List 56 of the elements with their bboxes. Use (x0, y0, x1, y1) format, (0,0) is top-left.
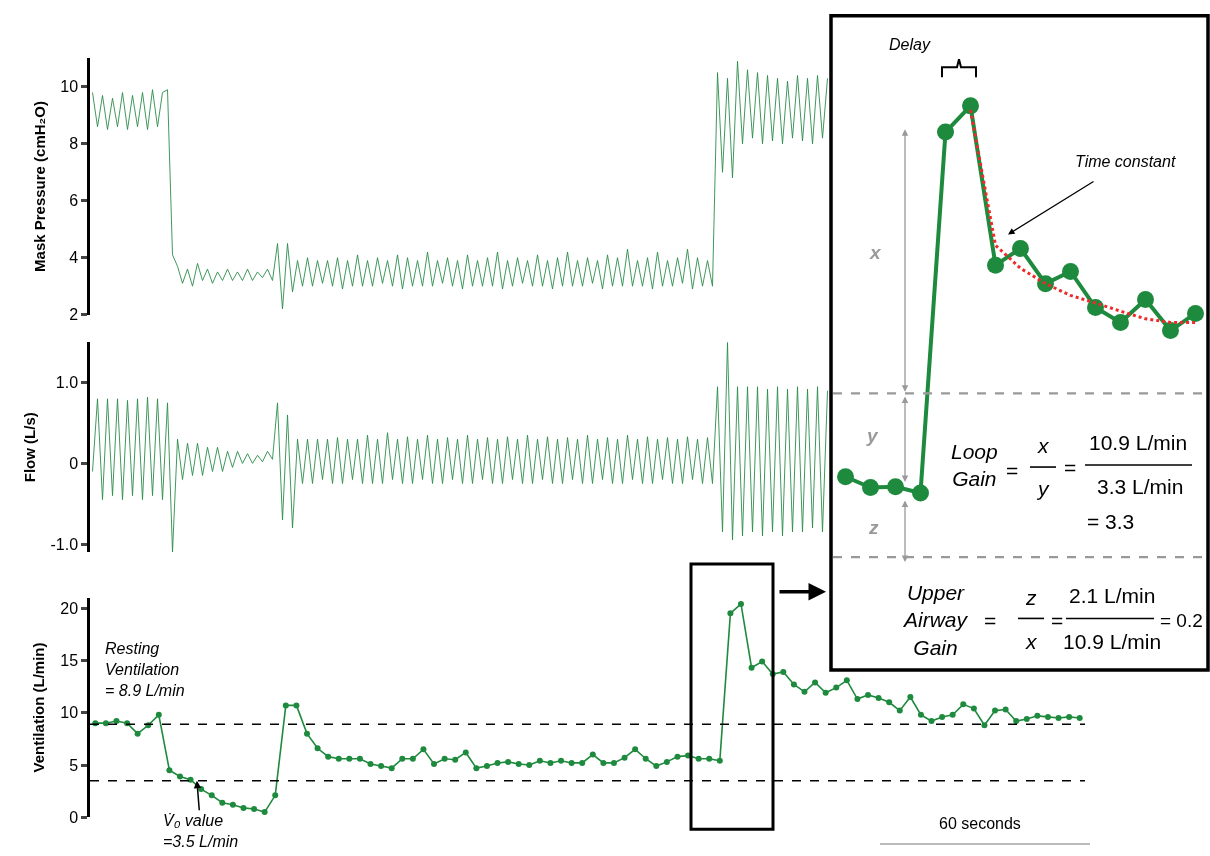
point (1062, 262, 1079, 280)
y-tick-label: 6 (69, 192, 79, 210)
point (1187, 304, 1204, 322)
text: Delay (889, 36, 931, 53)
line-series (92, 60, 828, 310)
annotation: x (1037, 434, 1050, 457)
point (937, 123, 954, 141)
y-tick-label: 2 (69, 306, 79, 324)
y-tick-label: 8 (69, 135, 79, 153)
y-tick-label: 5 (69, 756, 79, 774)
annotation: = (1006, 459, 1019, 482)
y-tick-label: 4 (69, 249, 79, 267)
y-tick-label: -1.0 (50, 535, 79, 553)
point (1012, 239, 1029, 257)
y-tick-label: 10 (60, 704, 79, 722)
annotation: = (1051, 609, 1064, 632)
annotation: 10.9 L/min (1089, 431, 1188, 454)
point (962, 97, 979, 115)
annotation: 3.3 L/min (1097, 475, 1184, 498)
annotation: Time constant (1075, 153, 1176, 170)
annotation: 2.1 L/min (1069, 584, 1156, 607)
y-axis-title: Ventilation (L/min) (30, 642, 48, 773)
y-tick-label: 20 (60, 599, 79, 617)
legend-label: V̇₀ value =3.5 L/min (163, 812, 239, 851)
y-tick-label: 10 (60, 78, 79, 96)
point (1112, 313, 1129, 331)
y-tick-label: 1.0 (55, 374, 79, 392)
annotation: z (1025, 586, 1037, 609)
line-series (92, 342, 828, 553)
point (887, 478, 904, 496)
annotation: 60 seconds (939, 815, 1021, 832)
annotation: y (866, 425, 879, 446)
y-axis-title: Flow (L/s) (20, 412, 38, 483)
y-tick-label: 0 (69, 454, 79, 472)
y-axis-title: Mask Pressure (cmH₂O) (30, 101, 48, 272)
annotation: x (1025, 630, 1038, 653)
annotation: Upper Airway Gain (902, 581, 969, 659)
annotation: y (1036, 477, 1050, 500)
ref-line-label: Resting Ventilation = 8.9 L/min (105, 640, 185, 699)
point (1137, 290, 1154, 308)
annotation: Loop Gain (951, 440, 998, 491)
point (862, 479, 879, 497)
annotation: x (869, 242, 882, 263)
y-tick-label: 15 (60, 652, 79, 670)
text: = 0.2 (1160, 610, 1203, 631)
point (1162, 322, 1179, 340)
annotation: = (984, 609, 997, 632)
point (987, 256, 1004, 274)
point (912, 484, 929, 502)
annotation: = 3.3 (1087, 510, 1135, 533)
note-arrow-reference-label: V̇₀ value =3.5 L/min (163, 779, 239, 851)
point (837, 468, 854, 486)
y-tick-label: 0 (69, 808, 79, 826)
annotation: = (1064, 456, 1077, 479)
annotation: z (868, 517, 879, 538)
annotation: 10.9 L/min (1063, 630, 1162, 653)
